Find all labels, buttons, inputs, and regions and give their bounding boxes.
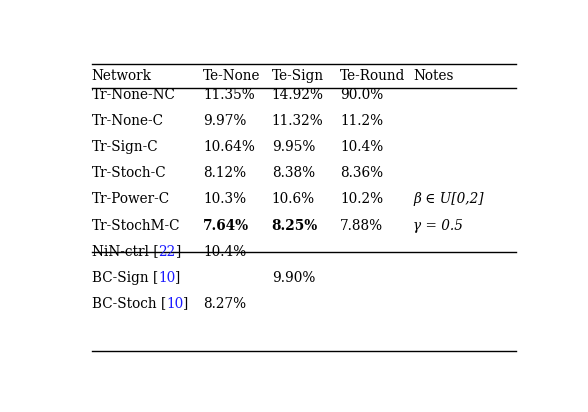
Text: 10.6%: 10.6% xyxy=(272,192,315,206)
Text: Network: Network xyxy=(92,69,152,83)
Text: 9.95%: 9.95% xyxy=(272,140,315,154)
Text: NiN-ctrl [: NiN-ctrl [ xyxy=(92,244,158,258)
Text: 10.4%: 10.4% xyxy=(340,140,383,154)
Text: BC-Sign [: BC-Sign [ xyxy=(92,271,158,285)
Text: 9.97%: 9.97% xyxy=(203,115,247,129)
Text: 11.2%: 11.2% xyxy=(340,115,383,129)
Text: 9.90%: 9.90% xyxy=(272,271,315,285)
Text: Tr-Stoch-C: Tr-Stoch-C xyxy=(92,166,166,180)
Text: Tr-None-NC: Tr-None-NC xyxy=(92,89,176,103)
Text: β ∈ U[0,2]: β ∈ U[0,2] xyxy=(413,192,483,206)
Text: Te-Round: Te-Round xyxy=(340,69,406,83)
Text: 11.35%: 11.35% xyxy=(203,89,255,103)
Text: 11.32%: 11.32% xyxy=(272,115,323,129)
Text: Notes: Notes xyxy=(413,69,453,83)
Text: BC-Stoch [: BC-Stoch [ xyxy=(92,297,166,311)
Text: 90.0%: 90.0% xyxy=(340,89,383,103)
Text: Te-None: Te-None xyxy=(203,69,261,83)
Text: 22: 22 xyxy=(158,244,176,258)
Text: ]: ] xyxy=(175,271,181,285)
Text: 7.64%: 7.64% xyxy=(203,218,249,232)
Text: Tr-Power-C: Tr-Power-C xyxy=(92,192,170,206)
Text: ]: ] xyxy=(183,297,189,311)
Text: Tr-Sign-C: Tr-Sign-C xyxy=(92,140,158,154)
Text: 8.25%: 8.25% xyxy=(272,218,318,232)
Text: 8.27%: 8.27% xyxy=(203,297,246,311)
Text: γ = 0.5: γ = 0.5 xyxy=(413,218,463,232)
Text: 8.36%: 8.36% xyxy=(340,166,383,180)
Text: 10: 10 xyxy=(158,271,175,285)
Text: 8.12%: 8.12% xyxy=(203,166,246,180)
Text: 10.4%: 10.4% xyxy=(203,244,246,258)
Text: Te-Sign: Te-Sign xyxy=(272,69,324,83)
Text: 8.38%: 8.38% xyxy=(272,166,315,180)
Text: 14.92%: 14.92% xyxy=(272,89,324,103)
Text: Tr-None-C: Tr-None-C xyxy=(92,115,163,129)
Text: ]: ] xyxy=(176,244,181,258)
Text: Tr-StochM-C: Tr-StochM-C xyxy=(92,218,181,232)
Text: 10.2%: 10.2% xyxy=(340,192,383,206)
Text: 10: 10 xyxy=(166,297,183,311)
Text: 7.88%: 7.88% xyxy=(340,218,383,232)
Text: 10.64%: 10.64% xyxy=(203,140,255,154)
Text: 10.3%: 10.3% xyxy=(203,192,246,206)
